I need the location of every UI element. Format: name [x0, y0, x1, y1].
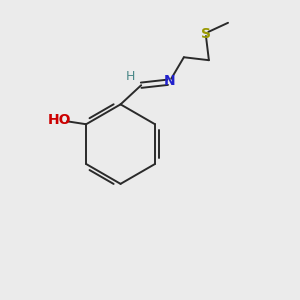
Text: N: N — [164, 74, 176, 88]
Text: HO: HO — [48, 112, 71, 127]
Text: S: S — [201, 27, 211, 41]
Text: H: H — [126, 70, 136, 83]
